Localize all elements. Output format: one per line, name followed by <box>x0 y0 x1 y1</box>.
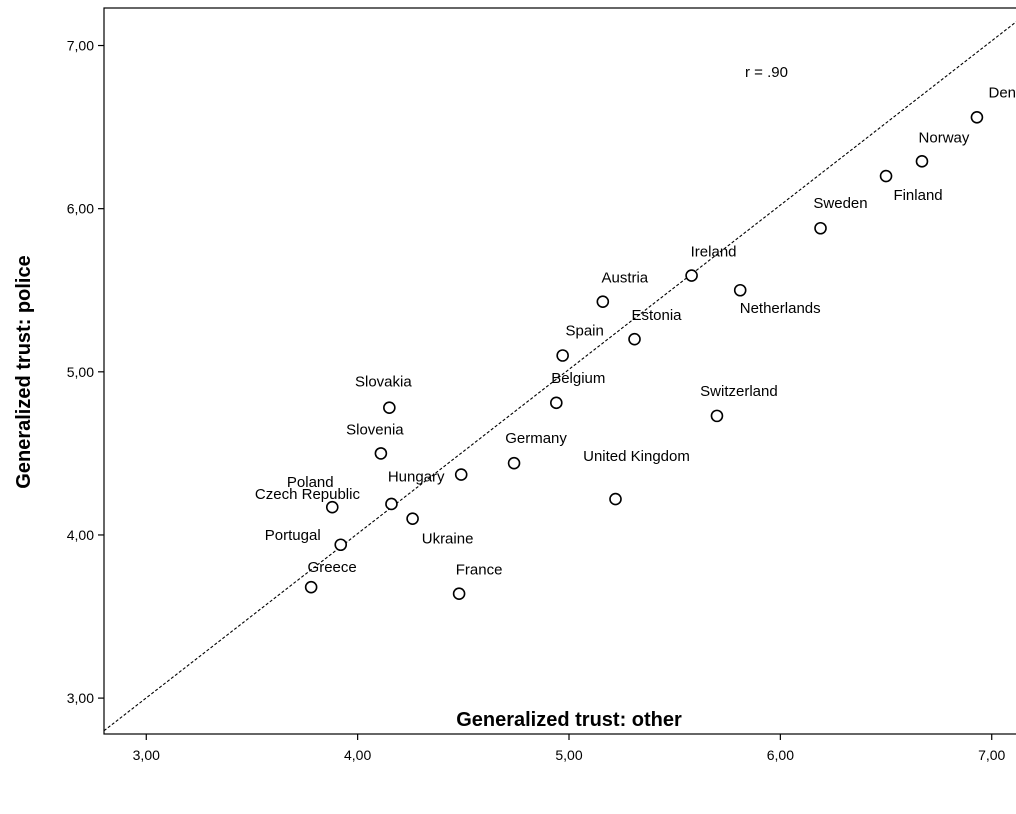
x-tick-label: 6,00 <box>767 747 794 763</box>
point-label: Portugal <box>265 527 321 544</box>
data-point <box>609 492 622 506</box>
y-tick-label: 5,00 <box>67 364 94 380</box>
x-tick-label: 5,00 <box>555 747 582 763</box>
point-label: Estonia <box>631 307 682 324</box>
x-tick-label: 4,00 <box>344 747 371 763</box>
y-axis-title: Generalized trust: police <box>13 255 35 488</box>
data-point <box>454 468 468 481</box>
reference-line <box>103 21 1016 732</box>
point-label: Austria <box>601 270 648 287</box>
data-point <box>304 580 318 594</box>
data-point <box>452 587 466 600</box>
data-point <box>628 332 641 346</box>
data-point <box>383 401 396 415</box>
data-point <box>685 269 698 282</box>
data-point <box>970 111 984 124</box>
data-point <box>406 512 419 525</box>
reference-line-group <box>103 21 1016 732</box>
point-label: Slovakia <box>355 374 412 391</box>
data-point <box>385 497 398 511</box>
y-tick-label: 6,00 <box>67 201 94 217</box>
point-label: Finland <box>893 187 942 204</box>
x-tick-label: 7,00 <box>978 747 1005 763</box>
data-point <box>710 409 724 423</box>
point-label: Netherlands <box>740 300 821 317</box>
point-label: Ireland <box>691 244 737 261</box>
x-axis-title: Generalized trust: other <box>456 709 682 731</box>
correlation-annotation: r = .90 <box>745 64 788 81</box>
point-label: United Kingdom <box>583 448 690 465</box>
y-tick-label: 3,00 <box>67 690 94 706</box>
data-point <box>596 295 610 308</box>
data-point <box>879 169 893 183</box>
point-label: Slovenia <box>346 421 404 438</box>
point-label: Greece <box>308 559 357 576</box>
data-point <box>507 456 521 470</box>
data-point <box>733 283 747 297</box>
y-axis: 3,00 4,00 5,00 6,00 7,00 <box>67 38 104 706</box>
point-label: Ukraine <box>422 531 474 548</box>
y-tick-label: 7,00 <box>67 38 94 54</box>
y-tick-label: 4,00 <box>67 527 94 543</box>
point-label: Czech Republic <box>255 486 361 503</box>
data-point <box>814 221 827 235</box>
point-label: Switzerland <box>700 383 778 400</box>
point-label: Germany <box>505 430 567 447</box>
data-point <box>334 538 348 552</box>
data-point <box>325 500 339 514</box>
point-label: Norway <box>919 129 970 146</box>
point-label: France <box>456 562 503 579</box>
data-point <box>550 396 563 410</box>
point-labels: Denmark Norway Finland Sweden Ireland Netherl… <box>255 84 1016 578</box>
point-label: Sweden <box>813 195 867 212</box>
x-axis: 3,00 4,00 5,00 6,00 7,00 <box>133 734 1006 763</box>
data-point <box>374 447 388 460</box>
point-label: Spain <box>565 323 603 340</box>
point-label: Hungary <box>388 469 445 486</box>
point-label: Denmark <box>989 84 1016 101</box>
data-points <box>304 111 984 600</box>
point-label: Belgium <box>551 370 605 387</box>
point-label: Poland <box>287 474 334 491</box>
x-tick-label: 3,00 <box>133 747 160 763</box>
data-point <box>915 155 929 168</box>
data-point <box>556 349 569 362</box>
